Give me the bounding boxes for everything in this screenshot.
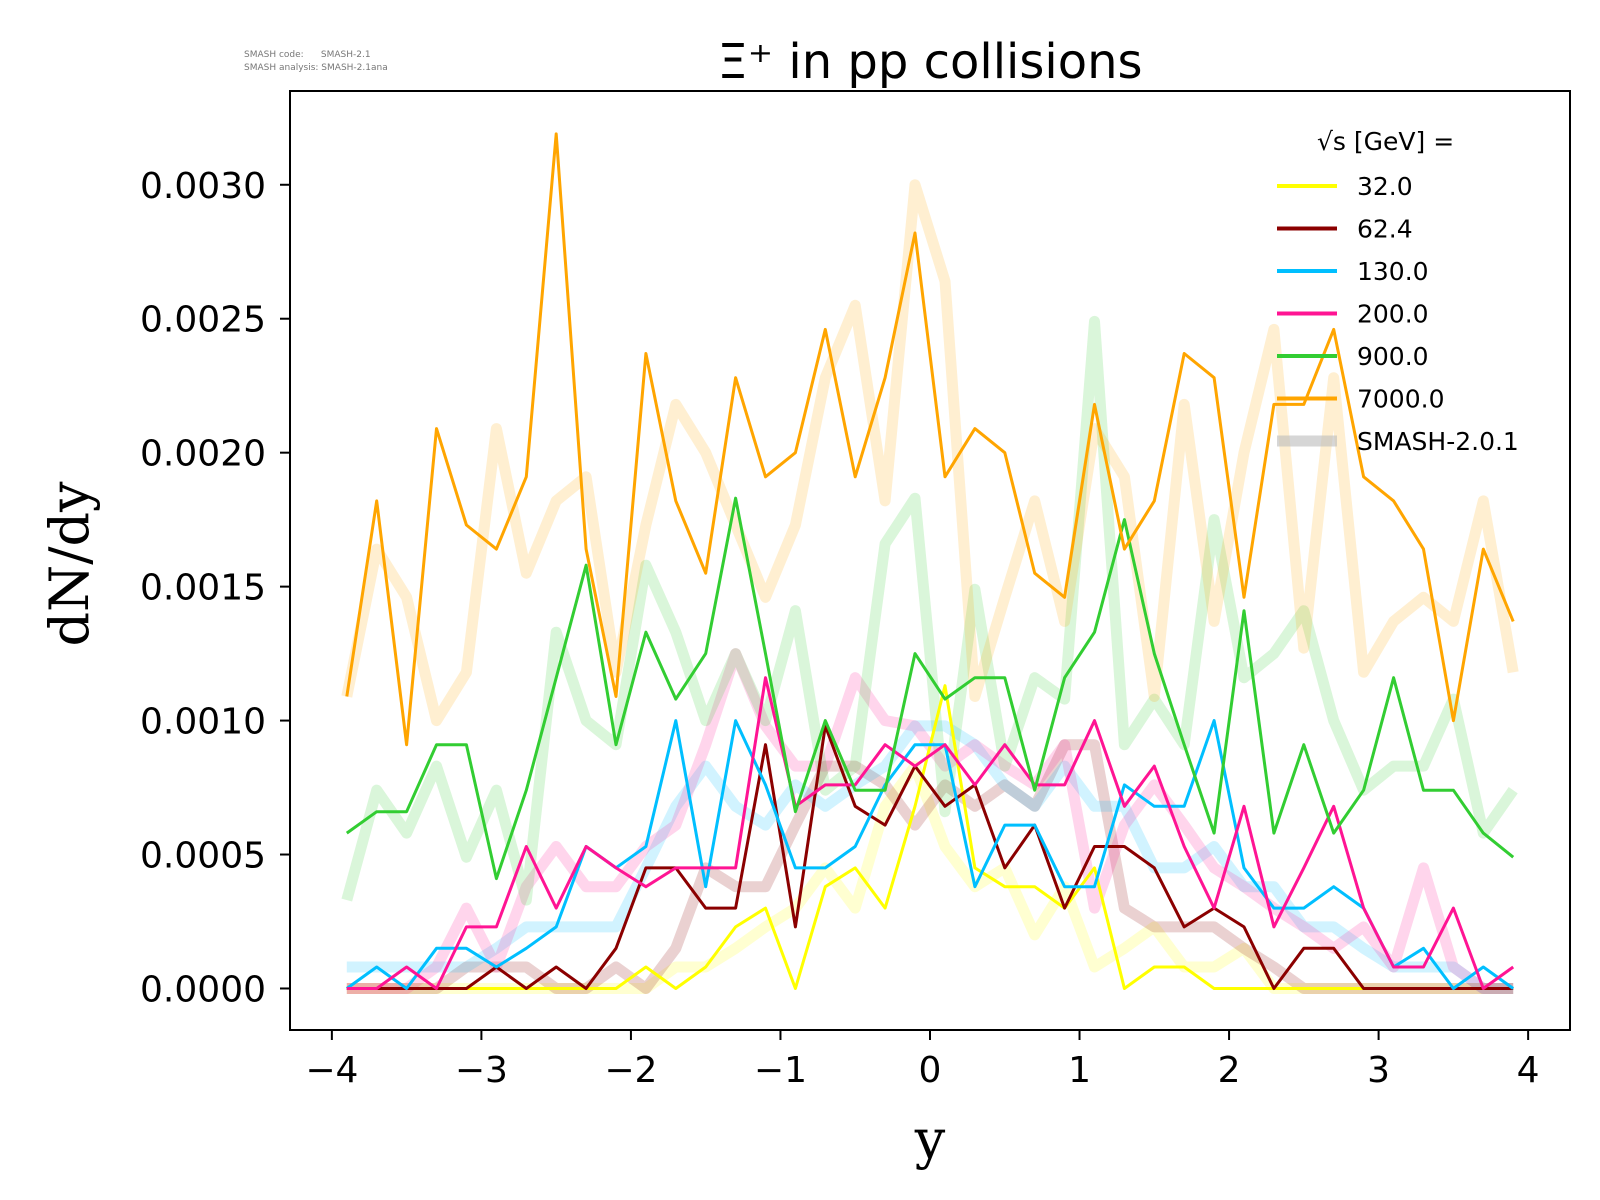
reference-line-900.0 <box>341 315 1518 906</box>
series-line-62.4 <box>346 724 1514 990</box>
legend: √s [GeV] = 32.0 62.4 130.0 200.0 900.0 7000.0… <box>1277 127 1519 456</box>
legend-label-reference: SMASH-2.0.1 <box>1357 427 1519 456</box>
x-tick-label: −2 <box>604 1050 657 1091</box>
x-tick-label: −3 <box>455 1050 508 1091</box>
x-tick-label: −4 <box>305 1050 358 1091</box>
y-axis: 0.0000 0.0005 0.0010 0.0015 0.0020 0.0025 0.00… <box>140 166 290 1010</box>
smash-code-stamp: SMASH code: SMASH-2.1 <box>244 50 371 60</box>
x-tick-label: 1 <box>1068 1050 1091 1091</box>
legend-label-62.4: 62.4 <box>1357 215 1413 244</box>
reference-line-7000.0 <box>341 179 1519 727</box>
reference-series-group <box>341 179 1519 994</box>
x-tick-label: 3 <box>1367 1050 1390 1091</box>
x-tick-label: −1 <box>754 1050 807 1091</box>
y-tick-label: 0.0010 <box>140 702 266 743</box>
x-axis-label: y <box>914 1108 946 1171</box>
y-tick-label: 0.0020 <box>140 434 266 475</box>
legend-title: √s [GeV] = <box>1317 127 1454 156</box>
data-series-group <box>345 132 1515 990</box>
x-tick-label: 4 <box>1517 1050 1540 1091</box>
legend-label-7000.0: 7000.0 <box>1357 385 1444 414</box>
x-axis: −4 −3 −2 −1 0 1 2 3 4 <box>305 1030 1540 1091</box>
series-line-130.0 <box>345 719 1515 990</box>
y-tick-label: 0.0005 <box>140 836 266 877</box>
reference-line-130.0 <box>346 720 1514 994</box>
legend-label-32.0: 32.0 <box>1357 172 1413 201</box>
smash-analysis-stamp: SMASH analysis: SMASH-2.1ana <box>244 63 388 73</box>
x-tick-label: 0 <box>919 1050 942 1091</box>
y-tick-label: 0.0000 <box>140 969 266 1010</box>
legend-label-130.0: 130.0 <box>1357 257 1429 286</box>
y-tick-label: 0.0015 <box>140 568 266 609</box>
legend-label-900.0: 900.0 <box>1357 342 1429 371</box>
series-line-7000.0 <box>345 132 1515 747</box>
chart-title: Ξ⁺ in pp collisions <box>717 34 1142 90</box>
y-tick-label: 0.0030 <box>140 166 266 207</box>
series-line-900.0 <box>345 496 1515 881</box>
x-tick-label: 2 <box>1218 1050 1241 1091</box>
legend-label-200.0: 200.0 <box>1357 300 1429 329</box>
y-axis-label: dN/dy <box>38 481 101 647</box>
y-tick-label: 0.0025 <box>140 300 266 341</box>
series-line-200.0 <box>346 676 1515 990</box>
